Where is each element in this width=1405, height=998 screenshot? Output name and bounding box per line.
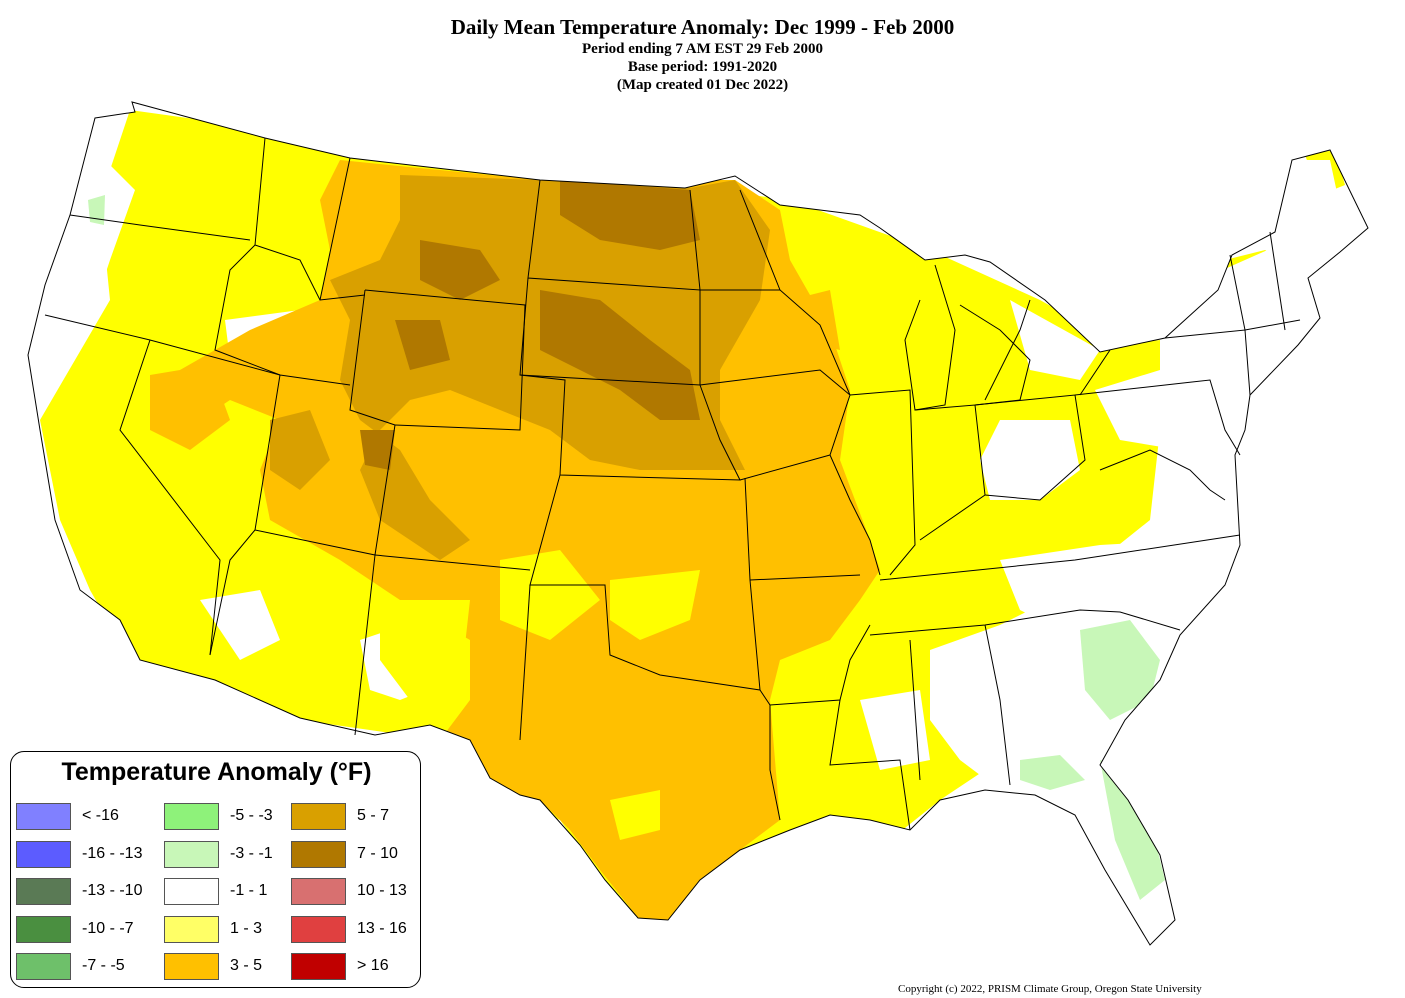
legend-swatch bbox=[16, 915, 71, 943]
legend-swatch bbox=[291, 878, 346, 906]
legend-title: Temperature Anomaly (°F) bbox=[61, 758, 372, 786]
legend-range: < -16 bbox=[82, 807, 119, 824]
legend-range: 10 - 13 bbox=[357, 882, 407, 900]
legend-swatch bbox=[16, 953, 71, 981]
legend-range: 1 - 3 bbox=[230, 919, 263, 937]
copyright-notice: Copyright (c) 2022, PRISM Climate Group,… bbox=[898, 983, 1202, 995]
legend-swatch bbox=[16, 840, 71, 868]
map-title: Daily Mean Temperature Anomaly: Dec 1999… bbox=[450, 15, 955, 39]
legend-range: -5 - -3 bbox=[230, 807, 273, 824]
legend-range: 5 - 7 bbox=[357, 807, 390, 824]
legend-range: -7 - -5 bbox=[82, 957, 125, 975]
legend-swatch bbox=[291, 953, 346, 981]
legend-swatch bbox=[291, 840, 346, 868]
legend-swatch bbox=[164, 953, 219, 981]
legend-swatch bbox=[164, 840, 219, 868]
period-label: Period ending 7 AM EST 29 Feb 2000 bbox=[582, 41, 823, 57]
base-period-label: Base period: 1991-2020 bbox=[627, 59, 778, 75]
legend-swatch bbox=[16, 803, 71, 830]
legend-range: -10 - -7 bbox=[82, 919, 134, 937]
legend-swatch bbox=[164, 878, 219, 906]
legend-range: 13 - 16 bbox=[357, 919, 407, 937]
legend-swatch bbox=[164, 803, 219, 830]
legend-range: -1 - 1 bbox=[230, 882, 268, 900]
legend: Temperature Anomaly (°F) < -16 -16 - -13… bbox=[10, 751, 421, 988]
legend-range: > 16 bbox=[357, 957, 389, 975]
legend-range: 7 - 10 bbox=[357, 844, 398, 862]
map-header: Daily Mean Temperature Anomaly: Dec 1999… bbox=[0, 14, 1405, 94]
legend-range: -3 - -1 bbox=[230, 844, 273, 862]
legend-swatch bbox=[291, 803, 346, 830]
map-created-label: (Map created 01 Dec 2022) bbox=[616, 77, 789, 93]
legend-swatch bbox=[16, 878, 71, 906]
legend-range: -13 - -10 bbox=[82, 882, 143, 900]
legend-range: 3 - 5 bbox=[230, 957, 263, 975]
legend-swatch bbox=[291, 915, 346, 943]
legend-range: -16 - -13 bbox=[82, 844, 143, 862]
legend-swatch bbox=[164, 915, 219, 943]
